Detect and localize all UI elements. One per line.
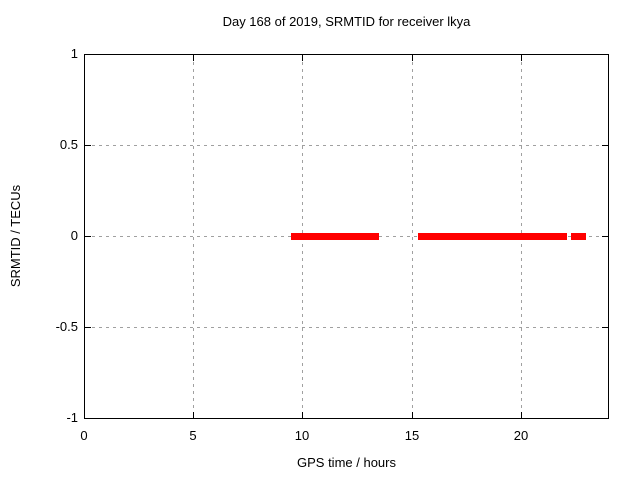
chart-title: Day 168 of 2019, SRMTID for receiver lky… (222, 14, 471, 29)
x-tick-label: 15 (404, 428, 420, 443)
x-tick-bottom (193, 412, 194, 418)
y-axis-label: SRMTID / TECUs (8, 184, 23, 288)
y-tick-label: -0.5 (55, 319, 78, 334)
x-tick-label: 10 (294, 428, 310, 443)
x-tick-label: 20 (513, 428, 529, 443)
y-gridline (85, 327, 608, 328)
x-tick-label: 0 (80, 428, 88, 443)
x-tick-bottom (412, 412, 413, 418)
y-tick-label: 1 (70, 46, 78, 61)
y-tick-right (602, 145, 608, 146)
y-tick-right (602, 327, 608, 328)
data-segment (571, 233, 586, 240)
y-tick-label: 0 (70, 228, 78, 243)
x-tick-top (412, 55, 413, 61)
data-segment (291, 233, 379, 240)
x-tick-top (193, 55, 194, 61)
y-tick-right (602, 236, 608, 237)
y-tick-left (85, 327, 91, 328)
x-tick-top (302, 55, 303, 61)
y-tick-left (85, 145, 91, 146)
x-tick-bottom (521, 412, 522, 418)
x-axis-label: GPS time / hours (297, 455, 396, 470)
x-tick-top (521, 55, 522, 61)
data-segment (418, 233, 567, 240)
x-tick-label: 5 (189, 428, 197, 443)
x-tick-bottom (302, 412, 303, 418)
y-gridline (85, 145, 608, 146)
y-tick-label: -1 (66, 410, 78, 425)
y-tick-left (85, 236, 91, 237)
y-tick-label: 0.5 (59, 137, 78, 152)
